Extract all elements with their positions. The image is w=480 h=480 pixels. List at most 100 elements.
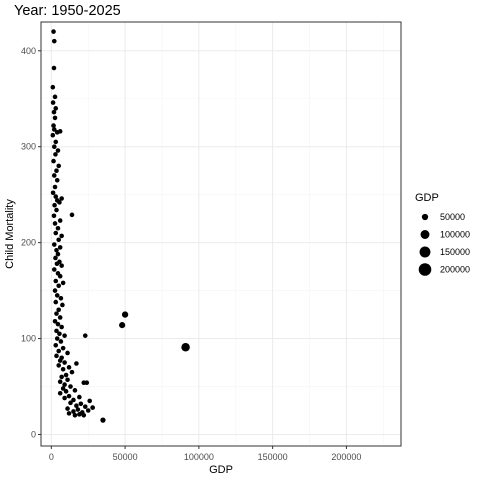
data-point [74, 403, 79, 409]
data-point [72, 413, 78, 418]
x-tick-label: 0 [49, 452, 54, 462]
data-point [51, 38, 57, 44]
x-tick-label: 50000 [113, 452, 138, 462]
data-point [50, 132, 56, 138]
data-point [54, 168, 59, 173]
data-point [100, 417, 106, 423]
data-point [50, 100, 56, 105]
data-point [51, 173, 57, 178]
data-point [82, 333, 88, 338]
data-point [57, 390, 63, 396]
data-point [66, 393, 72, 399]
y-tick-label: 200 [21, 238, 36, 248]
chart-title: Year: 1950-2025 [14, 3, 121, 19]
data-point [52, 94, 58, 100]
data-point [51, 65, 57, 71]
data-point [58, 295, 64, 301]
data-point [50, 190, 56, 196]
data-point [85, 408, 91, 413]
data-point [60, 345, 66, 351]
data-point [66, 365, 72, 370]
data-point [71, 397, 76, 403]
data-point [53, 230, 59, 236]
data-point [65, 350, 70, 356]
data-point [69, 212, 75, 218]
data-point [63, 389, 69, 394]
data-point [55, 225, 61, 231]
data-point [51, 127, 57, 132]
legend-size-key [420, 230, 430, 239]
data-point [60, 386, 66, 391]
data-point [63, 372, 69, 378]
data-point [54, 311, 59, 316]
data-point [66, 411, 72, 416]
data-point [52, 184, 58, 190]
data-point [59, 374, 64, 380]
data-point [59, 196, 64, 201]
data-point [51, 242, 57, 247]
legend-entry-label: 50000 [440, 212, 465, 222]
data-point [57, 379, 63, 385]
data-point [53, 152, 58, 157]
data-point [51, 213, 57, 219]
data-point [51, 109, 57, 115]
data-point [119, 322, 126, 329]
data-point [58, 339, 64, 344]
data-point [81, 413, 87, 418]
data-point [68, 384, 73, 389]
data-point [52, 288, 58, 293]
data-point [121, 311, 129, 318]
data-point [56, 363, 62, 368]
legend-title: GDP [415, 192, 439, 204]
data-point [57, 331, 62, 337]
x-tick-label: 200000 [331, 452, 361, 462]
data-point [55, 251, 61, 257]
data-point [54, 353, 59, 359]
data-point [54, 248, 59, 253]
data-point [52, 115, 58, 121]
data-point [57, 273, 63, 279]
data-point [52, 202, 57, 208]
data-point [65, 377, 70, 383]
x-axis-title: GDP [209, 464, 233, 476]
data-point [53, 139, 59, 145]
data-point [51, 29, 56, 34]
data-point [74, 361, 79, 366]
data-point [59, 233, 64, 239]
data-point [77, 412, 82, 417]
data-point [59, 263, 64, 268]
legend-size-key [418, 263, 432, 276]
data-point [84, 380, 90, 385]
x-tick-label: 150000 [258, 452, 288, 462]
data-point [56, 163, 62, 169]
data-point [53, 342, 59, 348]
data-point [51, 158, 56, 164]
grid-lines [41, 22, 401, 446]
data-point [57, 315, 63, 320]
data-point [51, 267, 57, 272]
data-point [62, 382, 67, 387]
data-point [68, 400, 73, 406]
data-points [50, 29, 190, 423]
data-point [54, 177, 60, 183]
legend-entry-label: 150000 [440, 247, 470, 257]
data-point [56, 283, 62, 289]
data-point [62, 395, 67, 401]
y-tick-label: 300 [21, 142, 36, 152]
legend-size-key [421, 213, 429, 221]
y-axis-ticks: 0 100 200 300 400 [21, 46, 41, 439]
y-tick-label: 400 [21, 46, 36, 56]
data-point [71, 409, 76, 414]
data-point [57, 245, 63, 250]
data-point [69, 369, 75, 375]
data-point [54, 293, 60, 298]
data-point [56, 237, 62, 243]
legend-entry-label: 200000 [440, 265, 470, 275]
y-axis-title: Child Mortality [4, 199, 16, 269]
data-point [72, 388, 78, 393]
data-point [52, 318, 58, 324]
panel-border [40, 21, 402, 447]
legend-entry-label: 100000 [440, 230, 470, 240]
data-point [77, 394, 82, 400]
